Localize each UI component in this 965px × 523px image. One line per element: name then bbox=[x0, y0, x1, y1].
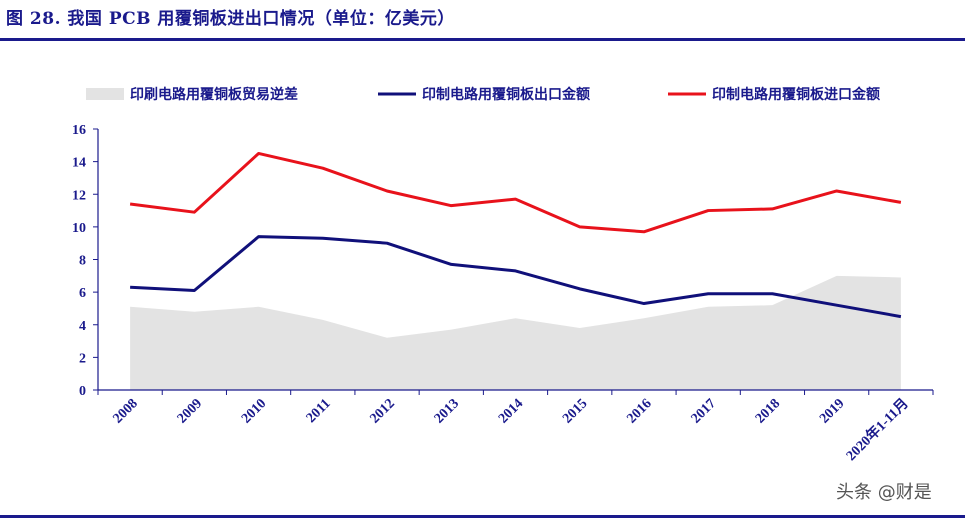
y-tick-label: 14 bbox=[72, 156, 86, 171]
series-line-export bbox=[130, 235, 902, 319]
x-tick-label: 2019 bbox=[817, 396, 847, 426]
y-tick-label: 4 bbox=[79, 319, 86, 334]
x-tick-label: 2011 bbox=[304, 396, 334, 426]
y-tick-label: 8 bbox=[79, 254, 86, 269]
y-tick-label: 0 bbox=[79, 384, 86, 399]
x-tick-label: 2015 bbox=[560, 396, 590, 426]
legend-label-surplus: 印刷电路用覆铜板贸易逆差 bbox=[130, 86, 298, 103]
y-tick-label: 12 bbox=[72, 188, 86, 203]
figure-title: 图 28. 我国 PCB 用覆铜板进出口情况（单位：亿美元） bbox=[6, 9, 455, 29]
plot-area: 0 2 4 6 8 10 12 14 16 2008 2009 2010 2011 2012 2013 201… bbox=[72, 123, 934, 464]
legend-swatch-surplus bbox=[86, 88, 124, 100]
x-tick-label: 2020年1-11月 bbox=[842, 395, 911, 464]
x-tick-label: 2013 bbox=[432, 396, 462, 426]
x-tick-label: 2012 bbox=[367, 396, 397, 426]
y-tick-label: 10 bbox=[72, 221, 86, 236]
watermark: 头条 @财是 bbox=[836, 482, 932, 503]
legend-label-export: 印制电路用覆铜板出口金额 bbox=[422, 86, 590, 103]
x-tick-label: 2014 bbox=[496, 396, 526, 426]
x-tick-label: 2018 bbox=[753, 396, 783, 426]
x-tick-label: 2010 bbox=[239, 396, 269, 426]
legend-label-import: 印制电路用覆铜板进口金额 bbox=[712, 86, 880, 103]
y-tick-label: 6 bbox=[79, 286, 86, 301]
series-line-import bbox=[129, 151, 902, 234]
x-tick-label: 2017 bbox=[689, 396, 719, 426]
title-divider bbox=[0, 38, 965, 41]
legend: 印刷电路用覆铜板贸易逆差 印制电路用覆铜板出口金额 印制电路用覆铜板进口金额 bbox=[86, 86, 880, 103]
x-tick-label: 2009 bbox=[175, 396, 205, 426]
y-tick-label: 2 bbox=[79, 351, 86, 366]
y-tick-label: 16 bbox=[72, 123, 86, 138]
series-area-trade-deficit bbox=[130, 275, 901, 390]
bottom-divider bbox=[0, 515, 965, 518]
x-tick-label: 2008 bbox=[111, 396, 141, 426]
x-tick-label: 2016 bbox=[624, 396, 654, 426]
